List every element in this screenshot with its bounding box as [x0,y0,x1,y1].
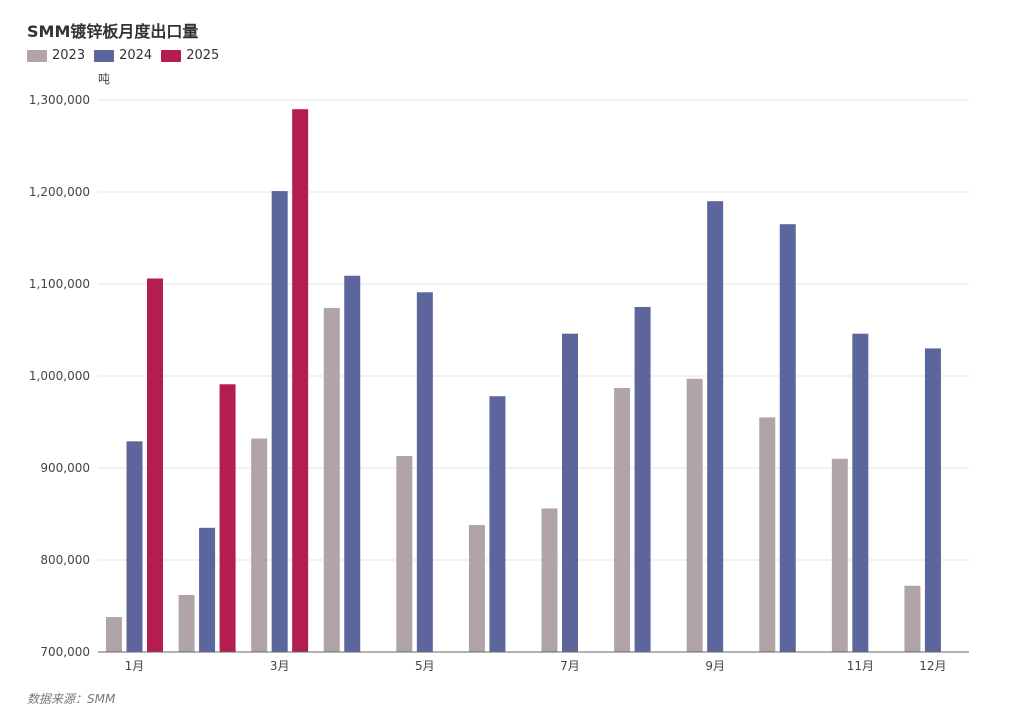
x-tick-label: 9月 [705,659,725,673]
bar-2023-7[interactable] [541,508,558,652]
x-tick-label: 3月 [270,659,290,673]
bar-2024-5[interactable] [416,292,433,652]
bar-2023-12[interactable] [904,585,921,652]
bar-2024-7[interactable] [562,333,578,652]
bar-2024-12[interactable] [924,348,941,652]
x-tick-label: 7月 [560,659,580,673]
data-source: 数据来源：SMM [27,692,116,706]
legend-swatch-2024 [94,49,115,62]
bar-2024-4[interactable] [344,275,361,652]
legend-item-2025[interactable]: 2025 [161,48,219,63]
bar-2023-11[interactable] [831,458,848,652]
bar-2023-4[interactable] [323,307,340,652]
y-tick-label: 900,000 [40,461,90,475]
bar-2024-9[interactable] [707,201,724,652]
bar-2023-8[interactable] [614,387,631,652]
legend-swatch-2023 [27,49,47,62]
bar-2023-9[interactable] [686,378,703,652]
bar-2024-2[interactable] [199,527,216,652]
bar-2023-2[interactable] [178,594,195,652]
legend-label-2024: 2024 [119,48,153,63]
bar-2025-3[interactable] [292,109,309,652]
bar-2024-1[interactable] [126,441,143,652]
legend-item-2023[interactable]: 2023 [27,48,85,63]
axes: 700,000 800,000 900,000 1,000,000 1,100,000 1… [29,72,969,673]
bar-2024-11[interactable] [852,333,869,652]
y-tick-label: 1,100,000 [29,277,90,291]
x-tick-label: 5月 [415,659,435,673]
x-tick-label: 11月 [847,659,874,673]
bar-2024-3[interactable] [271,191,288,652]
bar-2025-2[interactable] [219,384,236,652]
y-tick-label: 1,200,000 [29,185,90,199]
x-tick-label: 12月 [919,659,946,673]
chart-title: SMM镀锌板月度出口量 [27,22,199,41]
bar-2023-5[interactable] [396,456,413,652]
gridlines [98,99,969,561]
y-tick-label: 1,000,000 [29,369,90,383]
legend-label-2023: 2023 [52,48,86,63]
bar-2025-1[interactable] [147,278,163,652]
bar-2024-10[interactable] [779,224,796,652]
bar-2023-6[interactable] [468,525,485,652]
legend-item-2024[interactable]: 2024 [94,48,152,63]
y-tick-label: 800,000 [40,553,90,567]
y-tick-label: 700,000 [40,645,90,659]
y-tick-label: 1,300,000 [29,93,90,107]
bar-2023-3[interactable] [251,438,268,652]
legend-label-2025: 2025 [186,48,220,63]
legend: 2023 2024 2025 [27,48,228,63]
y-axis-unit: 吨 [98,72,110,86]
bar-2024-6[interactable] [489,396,506,652]
bar-2023-1[interactable] [106,617,122,652]
bar-2023-10[interactable] [759,417,776,652]
legend-swatch-2025 [161,49,182,62]
bars [106,109,941,652]
bar-2024-8[interactable] [634,307,651,652]
x-tick-label: 1月 [125,659,145,673]
